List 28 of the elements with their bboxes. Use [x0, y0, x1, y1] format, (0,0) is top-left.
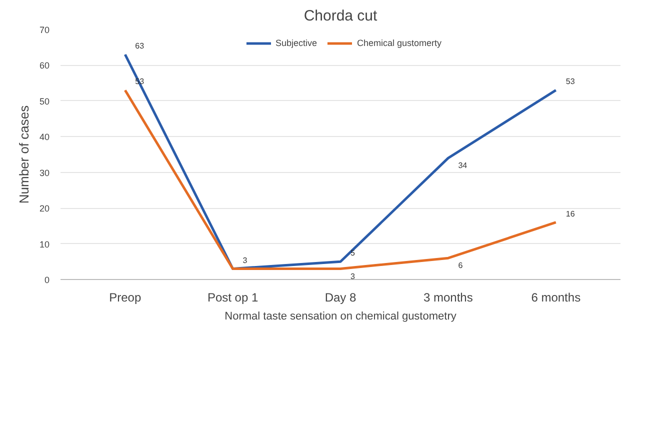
y-tick-label: 50 [39, 96, 50, 106]
y-tick-label: 70 [39, 25, 50, 35]
data-label: 5 [350, 248, 356, 258]
y-tick-label: 60 [39, 60, 50, 71]
data-label: 16 [566, 209, 576, 218]
data-label: 53 [566, 77, 576, 86]
x-tick-label: 3 months [424, 290, 473, 304]
data-label: 6 [458, 261, 464, 270]
legend-label: Chemical gustomerty [357, 38, 442, 48]
y-axis-title: Number of cases [16, 104, 32, 204]
x-tick-label: Preop [109, 290, 142, 304]
y-tick-label: 20 [39, 204, 50, 214]
y-tick-label: 0 [44, 275, 50, 285]
line-series [124, 88, 558, 270]
data-label: 3 [350, 272, 356, 281]
data-label: 3 [242, 256, 248, 265]
legend-label: Subjective [275, 38, 317, 48]
y-tick-label: 30 [39, 168, 50, 178]
x-tick-label: Day 8 [324, 290, 356, 304]
x-tick-label: 6 months [531, 290, 581, 304]
chart-title: Chorda cut [304, 8, 378, 24]
data-label: 34 [458, 161, 468, 170]
x-tick-label: Post op 1 [207, 290, 258, 304]
y-tick-label: 40 [39, 132, 50, 142]
y-tick-label: 10 [39, 239, 50, 250]
text: Normal taste sensation on chemical gustometry [224, 310, 457, 322]
data-label: 63 [135, 42, 145, 50]
line-series [124, 53, 558, 270]
